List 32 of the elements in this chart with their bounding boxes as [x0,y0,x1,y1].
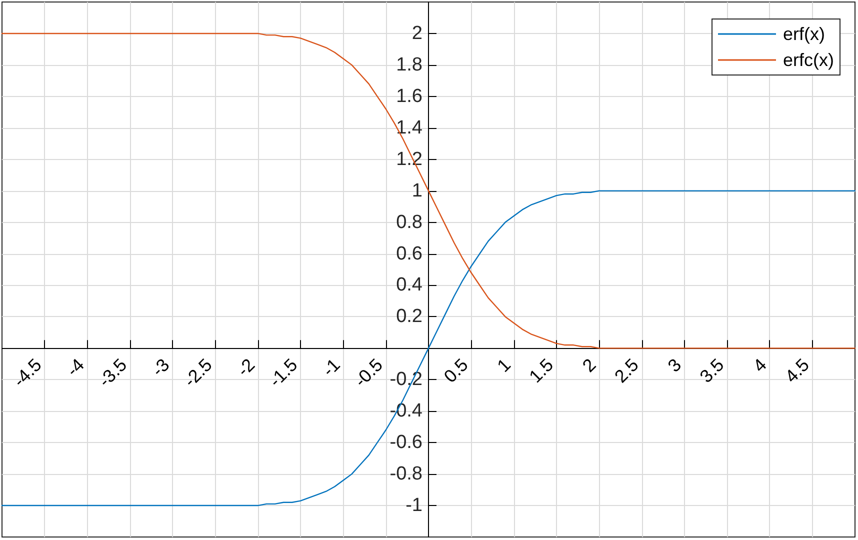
y-tick-label: 0.6 [396,243,422,264]
x-tick-label: -2 [233,354,259,380]
x-tick-label: -1 [318,354,344,380]
x-tick-label: 1 [493,354,515,376]
y-tick-label: 1.6 [396,86,422,107]
x-tick-label: 3 [664,354,686,376]
x-tick-label: 3.5 [696,354,728,387]
y-tick-label: 2 [412,22,422,44]
legend-label: erf(x) [783,24,826,44]
x-tick-label: 2.5 [610,354,642,387]
x-tick-label: -3 [148,354,174,380]
y-tick-label: 1.4 [396,117,423,138]
x-tick-label: -2.5 [180,354,216,391]
y-tick-label: 1.8 [396,54,422,76]
x-tick-label: 4 [749,354,770,376]
y-tick-label: -0.6 [390,432,422,454]
x-tick-label: -0.5 [350,354,387,391]
y-tick-label: 0.4 [396,274,423,296]
y-tick-label: 1 [412,180,422,202]
y-tick-label: -1 [406,495,422,516]
x-tick-label: 1.5 [525,354,558,387]
x-tick-label: -4 [62,354,88,380]
x-tick-label: -1.5 [265,354,302,391]
x-tick-label: 2 [578,354,600,376]
x-tick-label: -4.5 [9,354,46,391]
y-tick-label: -0.8 [390,464,422,485]
y-tick-label: 0.8 [396,212,422,233]
legend-label: erfc(x) [783,50,834,70]
y-tick-label: 0.2 [396,306,422,328]
x-tick-label: 0.5 [440,354,472,387]
x-tick-label: 4.5 [781,354,814,387]
x-tick-label: -3.5 [94,354,131,391]
